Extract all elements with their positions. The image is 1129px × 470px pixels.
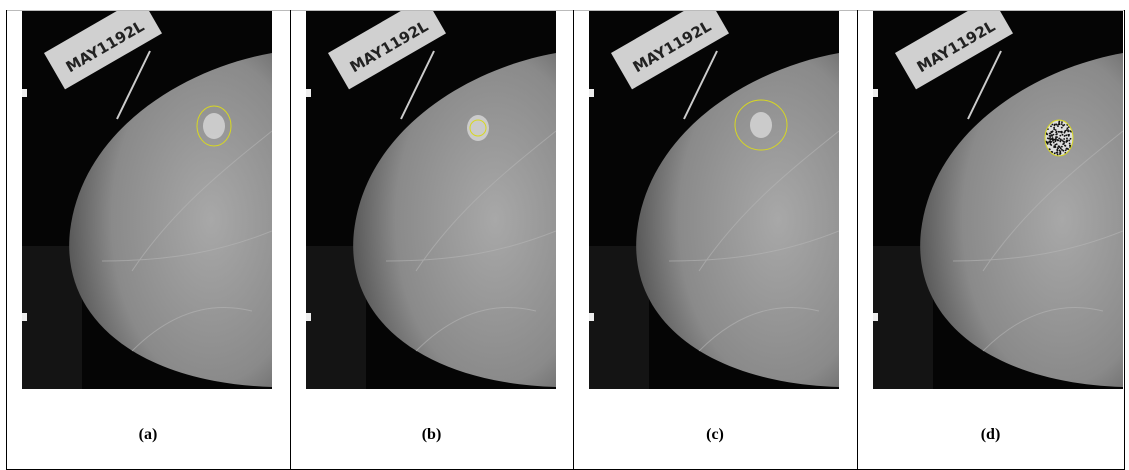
- film-marker: [873, 89, 878, 97]
- speckle: [1047, 137, 1049, 139]
- speckle: [1070, 138, 1072, 140]
- film-marker: [873, 313, 878, 321]
- speckle: [1053, 134, 1055, 136]
- speckle: [1050, 125, 1052, 127]
- speckle: [1064, 135, 1066, 137]
- mass-bright-area: [750, 112, 772, 138]
- speckle: [1056, 143, 1058, 145]
- speckle: [1057, 125, 1059, 127]
- speckle: [1051, 141, 1053, 143]
- speckle: [1065, 149, 1067, 151]
- speckle: [1057, 154, 1059, 156]
- speckle: [1065, 134, 1067, 136]
- speckle: [1068, 140, 1070, 142]
- speckle: [1049, 133, 1051, 135]
- speckle: [1050, 144, 1052, 146]
- speckle: [1053, 127, 1055, 129]
- speckle: [1057, 152, 1059, 154]
- speckle: [1049, 135, 1051, 137]
- speckle: [1069, 130, 1071, 132]
- speckle: [1051, 138, 1053, 140]
- speckle: [1061, 146, 1063, 148]
- speckle: [1058, 121, 1060, 123]
- speckle: [1061, 127, 1063, 129]
- film-marker: [22, 313, 27, 321]
- speckle: [1051, 124, 1053, 126]
- speckle: [1049, 141, 1051, 143]
- speckle: [1069, 145, 1071, 147]
- speckle: [1055, 136, 1057, 138]
- speckle: [1066, 138, 1068, 140]
- figure-panel: MAY1192L (c): [573, 0, 857, 470]
- speckle: [1062, 134, 1064, 136]
- film-marker: [306, 89, 311, 97]
- speckle: [1046, 142, 1048, 144]
- panel-caption: (a): [6, 426, 290, 444]
- panel-caption: (b): [290, 426, 573, 444]
- speckle: [1057, 147, 1059, 149]
- film-marker: [22, 89, 27, 97]
- speckle: [1056, 124, 1058, 126]
- speckle: [1061, 131, 1063, 133]
- speckle: [1059, 140, 1061, 142]
- panel-caption: (c): [573, 426, 857, 444]
- speckle: [1053, 142, 1055, 144]
- speckle: [1063, 138, 1065, 140]
- speckle: [1061, 123, 1063, 125]
- figure-panel: MAY1192L (a): [6, 0, 290, 470]
- speckle: [1064, 145, 1066, 147]
- speckle: [1066, 148, 1068, 150]
- film-marker: [306, 313, 311, 321]
- panel-caption: (d): [857, 426, 1124, 444]
- speckle: [1066, 140, 1068, 142]
- speckle: [1061, 121, 1063, 123]
- speckle: [1053, 128, 1055, 130]
- film-marker: [589, 313, 594, 321]
- column-border: [1124, 10, 1125, 470]
- figure-panel: MAY1192L (b): [290, 0, 573, 470]
- speckle: [1062, 150, 1064, 152]
- speckle: [1066, 129, 1068, 131]
- mammogram-image: MAY1192L: [22, 11, 272, 389]
- speckle: [1056, 139, 1058, 141]
- speckle: [1059, 149, 1061, 151]
- speckle: [1054, 152, 1056, 154]
- speckle: [1054, 124, 1056, 126]
- speckle: [1055, 134, 1057, 136]
- speckle: [1062, 125, 1064, 127]
- speckle: [1068, 134, 1070, 136]
- speckle: [1053, 139, 1055, 141]
- mammogram-image: MAY1192L: [873, 11, 1123, 389]
- mammogram-image: MAY1192L: [589, 11, 839, 389]
- speckle: [1062, 140, 1064, 142]
- film-marker: [589, 89, 594, 97]
- speckle: [1064, 131, 1066, 133]
- speckle: [1054, 146, 1056, 148]
- speckle: [1062, 143, 1064, 145]
- speckle: [1069, 143, 1071, 145]
- speckle: [1056, 150, 1058, 152]
- speckle: [1058, 138, 1060, 140]
- mass-bright-area: [203, 113, 225, 139]
- speckle: [1058, 146, 1060, 148]
- speckle: [1066, 127, 1068, 129]
- speckle: [1056, 131, 1058, 133]
- speckle: [1049, 137, 1051, 139]
- figure: MAY1192L(a)MAY1192L(b)MAY1192L(c)MAY1192…: [0, 0, 1129, 470]
- speckle: [1067, 131, 1069, 133]
- speckle: [1052, 130, 1054, 132]
- speckle: [1059, 135, 1061, 137]
- mammogram-image: MAY1192L: [306, 11, 556, 389]
- figure-panel: MAY1192L (d): [857, 0, 1124, 470]
